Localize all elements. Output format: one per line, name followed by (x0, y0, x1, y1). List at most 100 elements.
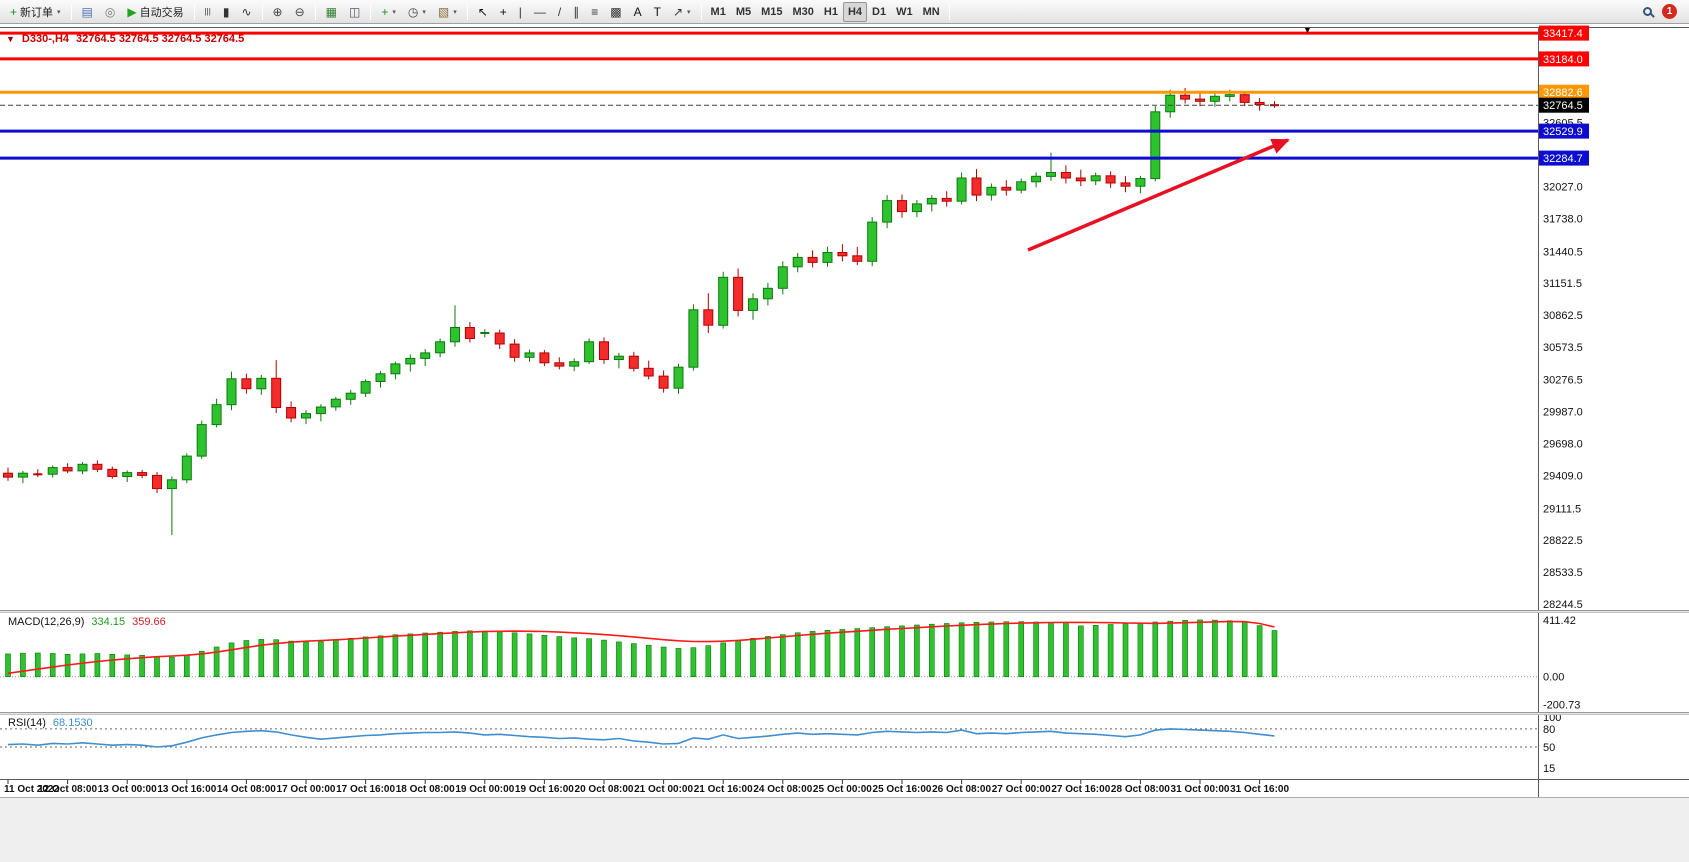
zoom-out-icon: ⊖ (294, 4, 305, 19)
svg-text:15: 15 (1543, 763, 1555, 775)
svg-text:31 Oct 00:00: 31 Oct 00:00 (1171, 784, 1230, 795)
zoom-in-button[interactable]: ⊕ (267, 2, 289, 22)
svg-text:11 Oct 2022: 11 Oct 2022 (4, 784, 59, 795)
timeframe-M5[interactable]: M5 (735, 5, 752, 18)
price-level-lines[interactable] (0, 31, 1538, 160)
auto-trading-button-label: 自动交易 (139, 6, 184, 19)
svg-text:27 Oct 00:00: 27 Oct 00:00 (992, 784, 1051, 795)
bar-chart-icon: ||| (204, 6, 211, 16)
bar-chart-button[interactable]: ||| (199, 2, 217, 22)
rsi-label: RSI(14) (8, 717, 46, 729)
timeframe-M1[interactable]: M1 (710, 5, 726, 18)
channel-button[interactable]: ∥ (567, 2, 585, 22)
charts-button[interactable]: ▤ (76, 2, 99, 22)
cursor-button[interactable]: ↖ (472, 2, 494, 22)
rsi-panel-splitter[interactable] (0, 712, 1689, 715)
svg-text:32284.7: 32284.7 (1543, 153, 1583, 165)
svg-text:50: 50 (1543, 742, 1555, 754)
timeframe-M30[interactable]: M30 (792, 5, 814, 18)
price-axis-labels: 32605.532027.031738.031440.531151.530862… (1543, 118, 1583, 611)
templates-button[interactable]: ▧ ▾ (432, 2, 463, 22)
chart-frame (0, 27, 1689, 798)
svg-text:24 Oct 08:00: 24 Oct 08:00 (753, 784, 812, 795)
svg-text:13 Oct 00:00: 13 Oct 00:00 (98, 784, 157, 795)
arrange-charts-button[interactable]: ◫ (343, 2, 366, 22)
svg-text:-200.73: -200.73 (1543, 700, 1580, 712)
svg-text:29409.0: 29409.0 (1543, 471, 1583, 483)
svg-text:25 Oct 16:00: 25 Oct 16:00 (873, 784, 932, 795)
signal-icon: ◎ (104, 4, 116, 19)
indicators-button[interactable]: + ▾ (375, 2, 402, 22)
notification-badge[interactable]: 1 (1662, 4, 1677, 19)
svg-text:29698.0: 29698.0 (1543, 439, 1583, 451)
macd-value-signal: 359.66 (132, 616, 166, 628)
toolbar-right: 1 (1643, 4, 1685, 19)
svg-text:0.00: 0.00 (1543, 672, 1564, 684)
label-button[interactable]: T (648, 2, 667, 22)
macd-layer: 411.42 0.00 -200.73 (0, 615, 1580, 712)
toolbar-separator (193, 3, 195, 20)
chevron-down-icon: ▾ (453, 8, 457, 16)
chart-title: ▼ D330-,H4 32764.5 32764.5 32764.5 32764… (6, 33, 244, 45)
chevron-down-icon: ▾ (687, 8, 691, 16)
template-icon: ▧ (437, 4, 450, 19)
svg-text:32027.0: 32027.0 (1543, 182, 1583, 194)
price-axis-badges: 33417.4 33184.0 32882.6 32529.9 32284.7 32764… (1539, 25, 1589, 166)
timeframe-H4[interactable]: H4 (842, 1, 868, 22)
fibonacci-button[interactable]: ≡ (585, 2, 604, 22)
ohlc-values: 32764.5 32764.5 32764.5 32764.5 (76, 33, 245, 45)
vertical-line-button[interactable]: | (513, 2, 528, 22)
macd-panel-splitter[interactable] (0, 610, 1689, 613)
line-chart-button[interactable]: ∿ (235, 2, 257, 22)
toolbar: + 新订单 ▾ ▤ ◎ ▶ 自动交易 ||| ▮ ∿ ⊕ ⊖ ▦ ◫ + ▾ ◷ ▾ ▧ ▾ ↖ + | — / ∥ ≡ ▩ A T ↗ ▾ M… (0, 0, 1689, 24)
search-icon[interactable] (1643, 7, 1652, 16)
svg-text:27 Oct 16:00: 27 Oct 16:00 (1051, 784, 1110, 795)
svg-text:29111.5: 29111.5 (1543, 503, 1581, 515)
periods-button[interactable]: ◷ ▾ (402, 2, 432, 22)
zoom-in-icon: ⊕ (272, 4, 283, 19)
svg-text:30573.5: 30573.5 (1543, 342, 1583, 354)
trend-arrow-annotation[interactable] (1027, 138, 1290, 252)
arrows-button[interactable]: ↗ ▾ (667, 2, 697, 22)
svg-text:21 Oct 16:00: 21 Oct 16:00 (694, 784, 753, 795)
svg-text:25 Oct 00:00: 25 Oct 00:00 (813, 784, 872, 795)
horizontal-line-button[interactable]: — (528, 2, 552, 22)
timeframe-W1[interactable]: W1 (896, 5, 913, 18)
toolbar-buttons: + 新订单 ▾ ▤ ◎ ▶ 自动交易 ||| ▮ ∿ ⊕ ⊖ ▦ ◫ + ▾ ◷ ▾ ▧ ▾ ↖ + | — / ∥ ≡ ▩ A T ↗ ▾ M… (4, 0, 954, 23)
chart-scroll-marker-icon[interactable]: ▼ (1303, 25, 1312, 35)
crosshair-icon: + (499, 4, 507, 19)
timeframe-M15[interactable]: M15 (761, 5, 783, 18)
candlestick-button[interactable]: ▮ (217, 2, 236, 22)
shapes-icon: ▩ (610, 4, 622, 19)
horizontal-line-icon: — (533, 4, 546, 19)
toolbar-separator (370, 3, 372, 20)
indicators-plus-icon: + (381, 4, 389, 19)
timeframe-MN[interactable]: MN (922, 5, 940, 18)
timeframe-D1[interactable]: D1 (872, 5, 887, 18)
svg-text:30862.5: 30862.5 (1543, 310, 1583, 322)
zoom-out-button[interactable]: ⊖ (289, 2, 311, 22)
svg-text:20 Oct 08:00: 20 Oct 08:00 (575, 784, 634, 795)
svg-text:33417.4: 33417.4 (1543, 28, 1583, 40)
toolbar-separator (466, 3, 468, 20)
chevron-down-icon: ▾ (392, 8, 396, 16)
new-order-button[interactable]: + 新订单 ▾ (4, 2, 67, 22)
shapes-button[interactable]: ▩ (604, 2, 627, 22)
tile-windows-button[interactable]: ▦ (320, 2, 343, 22)
cursor-icon: ↖ (477, 4, 488, 19)
svg-text:17 Oct 00:00: 17 Oct 00:00 (277, 784, 336, 795)
signals-button[interactable]: ◎ (99, 2, 121, 22)
auto-trading-button[interactable]: ▶ 自动交易 (121, 2, 189, 22)
trendline-button[interactable]: / (552, 2, 567, 22)
cascade-windows-icon: ◫ (348, 4, 361, 19)
one-click-trading-toggle-icon[interactable]: ▼ (6, 34, 15, 44)
macd-label: MACD(12,26,9) (8, 616, 85, 628)
crosshair-button[interactable]: + (494, 2, 513, 22)
text-button[interactable]: A (628, 2, 648, 22)
toolbar-separator (700, 3, 702, 20)
timeframe-H1[interactable]: H1 (823, 5, 838, 18)
svg-text:31440.5: 31440.5 (1543, 246, 1583, 258)
